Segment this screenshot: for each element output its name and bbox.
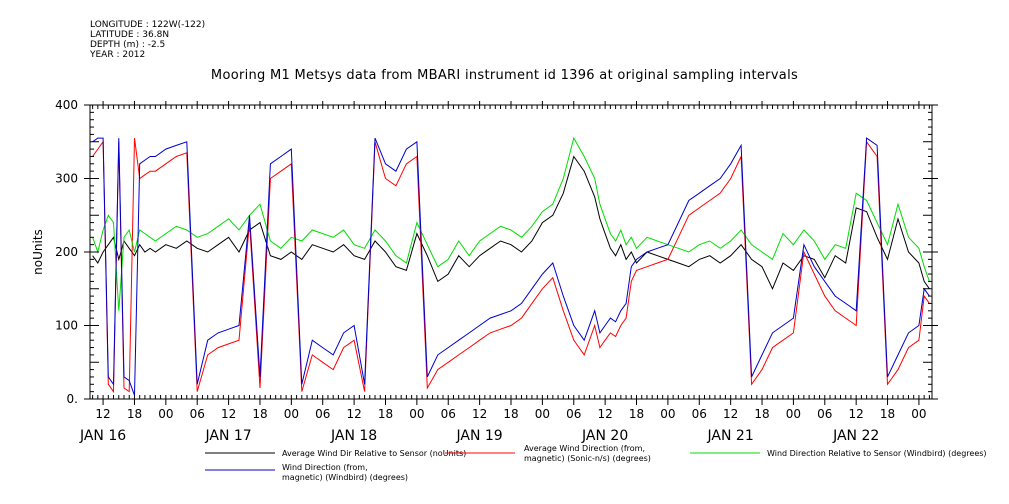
meta-year: YEAR : 2012	[90, 50, 146, 60]
x-tick-label: 12	[346, 407, 361, 421]
x-tick-label: 12	[221, 407, 236, 421]
y-tick-label: 0.	[67, 392, 78, 406]
x-tick-label: 00	[284, 407, 299, 421]
x-day-label: JAN 18	[330, 428, 377, 444]
x-tick-label: 00	[158, 407, 173, 421]
x-tick-label: 12	[472, 407, 487, 421]
x-tick-label: 12	[849, 407, 864, 421]
x-day-label: JAN 17	[204, 428, 251, 444]
x-tick-label: 18	[127, 407, 142, 421]
series-line-3	[92, 136, 930, 311]
x-tick-label: 00	[660, 407, 675, 421]
x-tick-label: 18	[503, 407, 518, 421]
legend-label: Average Wind Dir Relative to Sensor (noU…	[282, 449, 466, 458]
x-tick-label: 06	[315, 407, 330, 421]
x-tick-label: 00	[535, 407, 550, 421]
legend: Average Wind Dir Relative to Sensor (noU…	[205, 444, 987, 482]
legend-label: Wind Direction (from,	[282, 463, 368, 472]
series-line-1	[92, 155, 930, 291]
x-tick-label: 18	[880, 407, 895, 421]
x-tick-label: 12	[95, 407, 110, 421]
x-tick-label: 18	[754, 407, 769, 421]
metadata-block: LONGITUDE : 122W(-122) LATITUDE : 36.8N …	[90, 20, 205, 60]
x-tick-label: 00	[911, 407, 926, 421]
x-tick-label: 18	[629, 407, 644, 421]
x-tick-label: 18	[252, 407, 267, 421]
x-day-label: JAN 19	[456, 428, 503, 444]
y-axis-label: noUnits	[31, 229, 45, 275]
series-line-4	[92, 137, 930, 396]
chart-title: Mooring M1 Metsys data from MBARI instru…	[210, 68, 799, 83]
legend-label: Average Wind Direction (from,	[524, 444, 645, 453]
x-tick-label: 06	[817, 407, 832, 421]
x-tick-label: 00	[409, 407, 424, 421]
x-tick-label: 00	[786, 407, 801, 421]
series-layer	[92, 136, 930, 396]
x-day-label: JAN 21	[707, 428, 754, 444]
meta-latitude: LATITUDE : 36.8N	[90, 30, 170, 40]
x-tick-label: 06	[190, 407, 205, 421]
legend-label: Wind Direction Relative to Sensor (Windb…	[767, 449, 987, 458]
meta-longitude: LONGITUDE : 122W(-122)	[90, 20, 206, 30]
x-day-label: JAN 20	[581, 428, 628, 444]
legend-label-line2: magnetic) (Sonic-n/s) (degrees)	[524, 454, 651, 463]
x-tick-label: 18	[378, 407, 393, 421]
plot-frame	[89, 104, 933, 400]
x-tick-label: 06	[692, 407, 707, 421]
series-line-2	[92, 138, 930, 394]
x-tick-label: 06	[441, 407, 456, 421]
y-tick-label: 200	[55, 245, 78, 259]
legend-label-line2: magnetic) (Windbird) (degrees)	[282, 473, 408, 482]
x-day-label: JAN 16	[79, 428, 126, 444]
meta-depth: DEPTH (m) : -2.5	[90, 40, 166, 50]
x-day-label: JAN 22	[832, 428, 879, 444]
x-tick-label: 06	[566, 407, 581, 421]
y-tick-label: 400	[55, 98, 78, 112]
axes-layer: 12 18 00 06 12 18 00 06 12 18 00 06 12 18 00 06 12 18 00 06…	[55, 98, 938, 444]
y-tick-label: 100	[55, 319, 78, 333]
x-tick-label: 12	[723, 407, 738, 421]
x-tick-label: 12	[597, 407, 612, 421]
y-tick-label: 300	[55, 172, 78, 186]
